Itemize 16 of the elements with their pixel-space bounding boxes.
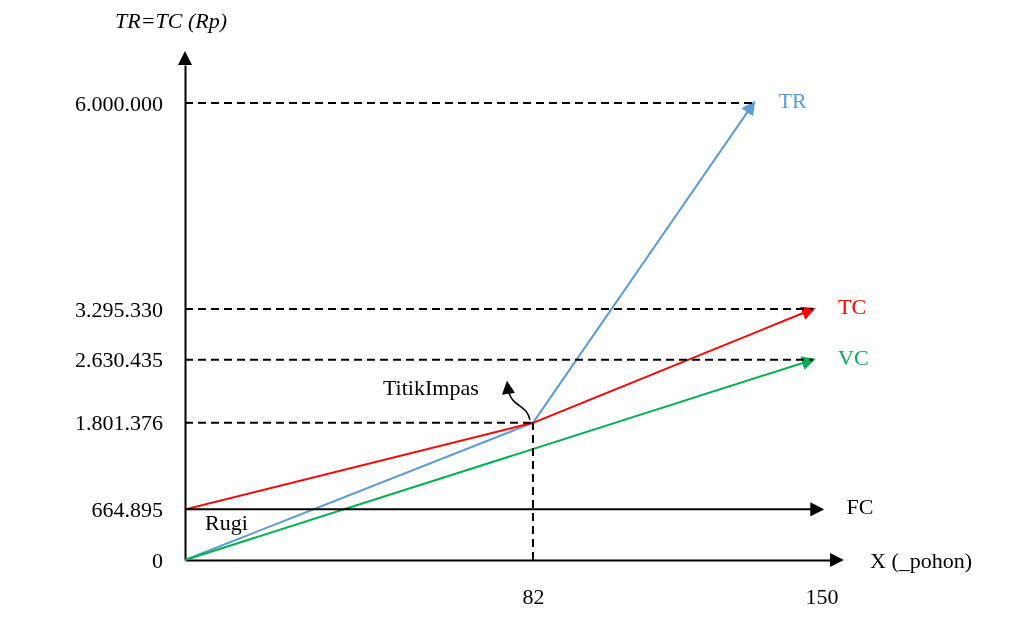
series-label: FC <box>846 494 874 520</box>
y-axis-title: TR=TC (Rp) <box>115 8 228 33</box>
y-tick-label: 6.000.000 <box>75 90 163 116</box>
y-tick-label: 2.630.435 <box>75 347 163 373</box>
x-tick-label: 150 <box>805 583 839 609</box>
y-tick-label: 664.895 <box>91 496 163 522</box>
series-label: VC <box>838 344 869 370</box>
y-tick-label: 1.801.376 <box>75 410 163 436</box>
y-tick-label: 0 <box>152 547 163 573</box>
series-label: TR <box>778 88 808 114</box>
y-tick-label: 3.295.330 <box>75 296 163 322</box>
x-tick-label: 82 <box>522 583 545 609</box>
annotation: TitikImpas <box>382 374 479 400</box>
annotation: Rugi <box>205 510 248 535</box>
series-label: TC <box>838 294 867 320</box>
x-axis-title: X (_pohon) <box>870 548 973 573</box>
